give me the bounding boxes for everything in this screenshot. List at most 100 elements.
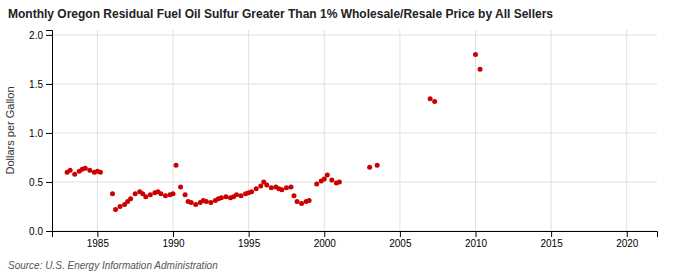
tick: 2010 <box>465 231 488 249</box>
chart: 1985 1990 1995 2000 2005 2010 2015 2020 0.0 0.5 1.… <box>0 0 675 275</box>
point <box>219 195 224 200</box>
point <box>148 192 153 197</box>
tick-label: 2000 <box>314 238 337 249</box>
x-axis: 1985 1990 1995 2000 2005 2010 2015 2020 <box>53 231 658 249</box>
tick-mark <box>400 231 401 237</box>
point <box>258 183 263 188</box>
grid-line <box>551 30 552 231</box>
grid-line <box>52 181 657 182</box>
point <box>337 179 342 184</box>
tick: 1990 <box>162 231 185 249</box>
grid-line <box>52 34 657 35</box>
tick-mark <box>46 35 52 36</box>
point <box>295 199 300 204</box>
axis-line <box>53 232 658 238</box>
grid-line <box>324 30 325 231</box>
point <box>279 187 284 192</box>
tick: 2.0 <box>29 30 52 41</box>
tick: 2020 <box>616 231 639 249</box>
point <box>432 99 437 104</box>
tick-mark <box>97 231 98 237</box>
tick: 2005 <box>389 231 412 249</box>
point <box>234 192 239 197</box>
tick-mark <box>46 182 52 183</box>
tick: 2015 <box>541 231 564 249</box>
point <box>163 193 168 198</box>
point <box>133 191 138 196</box>
point <box>189 200 194 205</box>
tick-label: 0.0 <box>29 226 43 237</box>
grid-line <box>248 30 249 231</box>
tick-label: 2015 <box>541 238 564 249</box>
tick-mark <box>46 133 52 134</box>
point <box>98 170 103 175</box>
point <box>113 207 118 212</box>
tick-mark <box>324 231 325 237</box>
point <box>208 200 213 205</box>
tick: 1.5 <box>29 79 52 90</box>
y-axis: 0.0 0.5 1.0 1.5 2.0 <box>29 30 52 237</box>
point <box>367 165 372 170</box>
tick-mark <box>173 231 174 237</box>
point <box>375 163 380 168</box>
tick: 1.0 <box>29 128 52 139</box>
tick-label: 2.0 <box>29 30 43 41</box>
annotation: Source: U.S. Energy Information Administ… <box>8 260 218 271</box>
tick-label: 2010 <box>465 238 488 249</box>
tick: 2000 <box>314 231 337 249</box>
tick-label: 1.0 <box>29 128 43 139</box>
point <box>87 168 92 173</box>
plot: 1985 1990 1995 2000 2005 2010 2015 2020 0.0 0.5 1.… <box>29 30 657 249</box>
tick-mark <box>46 84 52 85</box>
tick-mark <box>249 231 250 237</box>
marks <box>65 52 483 212</box>
point <box>68 168 73 173</box>
point <box>204 199 209 204</box>
grid-line <box>399 30 400 231</box>
point <box>264 182 269 187</box>
point <box>269 185 274 190</box>
grid <box>52 30 657 231</box>
point <box>329 178 334 183</box>
point <box>183 192 188 197</box>
tick-label: 0.5 <box>29 177 43 188</box>
point <box>299 201 304 206</box>
tick-mark <box>476 231 477 237</box>
point <box>128 196 133 201</box>
point <box>118 204 123 209</box>
tick: 0.0 <box>29 226 52 237</box>
point <box>158 191 163 196</box>
title: Monthly Oregon Residual Fuel Oil Sulfur … <box>8 7 553 21</box>
grid-line <box>52 132 657 133</box>
tick-mark <box>46 231 52 232</box>
grid-line <box>626 30 627 231</box>
point <box>314 181 319 186</box>
tick: 0.5 <box>29 177 52 188</box>
tick: 1985 <box>87 231 110 249</box>
point <box>143 194 148 199</box>
tick-label: 1985 <box>87 238 110 249</box>
grid-line <box>475 30 476 231</box>
tick-mark <box>627 231 628 237</box>
point <box>178 184 183 189</box>
y-axis-title: Dollars per Gallon <box>4 86 16 174</box>
point <box>292 193 297 198</box>
tick-label: 1.5 <box>29 79 43 90</box>
point <box>288 184 293 189</box>
point <box>171 191 176 196</box>
tick: 1995 <box>238 231 261 249</box>
point <box>83 166 88 171</box>
axis-line <box>46 31 53 232</box>
tick-mark <box>551 231 552 237</box>
point <box>478 67 483 72</box>
point <box>473 52 478 57</box>
point <box>174 163 179 168</box>
point <box>239 193 244 198</box>
point <box>322 177 327 182</box>
tick-label: 2020 <box>616 238 639 249</box>
tick-label: 2005 <box>389 238 412 249</box>
point <box>72 172 77 177</box>
tick-label: 1990 <box>162 238 185 249</box>
point <box>254 186 259 191</box>
point <box>249 189 254 194</box>
